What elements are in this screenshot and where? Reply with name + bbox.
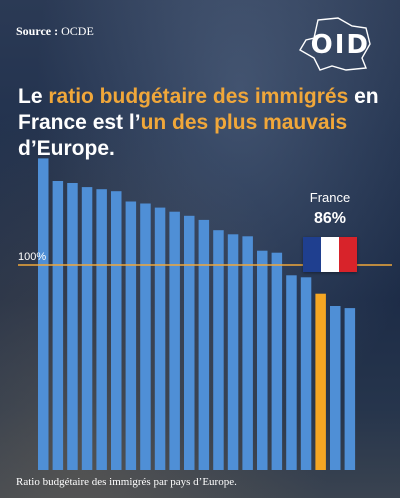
headline-part-1: Le [18,85,49,108]
headline-part-3: en France est l’ [18,85,379,134]
source-line: Source : OCDE [16,24,94,39]
headline: Le ratio budgétaire des immigrés en Fran… [18,84,388,162]
bar-france [315,293,326,470]
flag-red-stripe [339,237,357,272]
bar [257,250,268,470]
bar [198,219,210,470]
bar [154,207,166,470]
bar [96,189,107,470]
france-flag-icon [303,237,357,272]
bar [125,201,137,470]
bar [227,234,239,470]
headline-highlight-1: ratio budgétaire des immigrés [48,85,349,108]
bar [213,230,224,470]
bar [330,306,341,470]
bar [169,211,180,470]
france-label: France [309,190,351,205]
flag-blue-stripe [303,237,321,272]
bar [271,252,283,470]
bar [286,275,297,470]
bar [81,187,93,470]
headline-part-5: d’Europe. [18,137,115,160]
source-value: OCDE [61,24,94,38]
france-map-icon [299,17,371,71]
bar [52,181,64,470]
bar [67,183,78,470]
chart-caption: Ratio budgétaire des immigrés par pays d… [16,476,237,488]
bar [38,158,49,470]
bar [111,191,122,470]
flag-white-stripe [321,237,339,272]
source-label: Source : [16,24,59,38]
bar [344,308,356,470]
bar [184,215,195,470]
bar [140,203,151,470]
bar [300,277,312,470]
france-value: 86% [313,210,347,227]
reference-label: 100% [18,251,46,263]
bar [242,236,253,470]
oid-logo: OID [310,30,370,60]
headline-highlight-2: un des plus mauvais [140,111,348,134]
